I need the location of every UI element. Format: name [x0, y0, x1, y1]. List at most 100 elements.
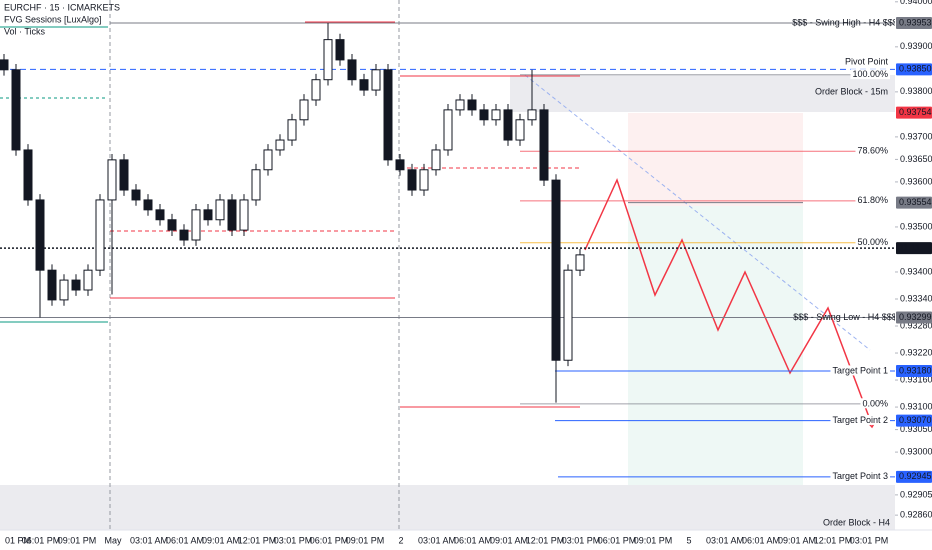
projection-path — [584, 177, 873, 426]
fib-label: 0.00% — [862, 398, 888, 408]
candle-body — [239, 199, 249, 231]
level-label: $$$ - Swing Low - H4 $$$ — [793, 312, 897, 322]
price-badge-label: 11:11 — [899, 242, 920, 252]
candle-body — [383, 69, 393, 161]
indicator-label: FVG Sessions [LuxAlgo] — [4, 14, 102, 24]
level-label-bg — [830, 414, 890, 425]
level-label: $$$ - Swing High - H4 $$$ — [792, 17, 898, 27]
y-tick-label: 0.92860 — [900, 510, 932, 520]
fib-label: 61.80% — [857, 195, 888, 205]
x-tick-label: 06:01 AM — [454, 535, 492, 545]
reward-zone — [628, 206, 803, 485]
y-tick-label: 0.93400 — [900, 266, 932, 276]
candle-body — [527, 109, 537, 121]
x-tick-label: 06:01 AM — [166, 535, 204, 545]
y-tick-label: 0.93280 — [900, 320, 932, 330]
price-badge — [896, 63, 932, 76]
price-badge-label: 0.93299 — [899, 312, 932, 322]
price-badge — [896, 311, 932, 324]
candle-body — [119, 159, 129, 191]
level-label: Target Point 3 — [832, 471, 888, 481]
candle-body — [299, 99, 309, 121]
candle-body — [347, 59, 357, 81]
x-tick-label: 12:01 PM — [526, 535, 565, 545]
price-badge-label: 0.93754 — [899, 107, 932, 117]
fib-label: 50.00% — [857, 237, 888, 247]
y-tick-label: 0.93050 — [900, 424, 932, 434]
x-tick-label: 09:01 AM — [202, 535, 240, 545]
y-tick-label: 0.93700 — [900, 131, 932, 141]
price-badge-label: 0.93554 — [899, 197, 932, 207]
candle-body — [335, 39, 345, 61]
y-tick-label: 0.94000 — [900, 0, 932, 6]
candle-body — [323, 39, 333, 81]
price-badge-label: 0.93953 — [899, 17, 932, 27]
candle-body — [503, 109, 513, 141]
zone-label: Order Block - 15m — [815, 86, 888, 96]
candle-body — [191, 209, 201, 241]
price-axis — [895, 0, 932, 550]
price-badge — [896, 196, 932, 209]
price-badge — [896, 470, 932, 483]
candle-body — [251, 169, 261, 201]
candle-body — [59, 279, 69, 301]
fib-label-bg — [855, 237, 890, 248]
candle-body — [395, 159, 405, 171]
x-tick-label: 12:01 PM — [238, 535, 277, 545]
y-tick-label: 0.93160 — [900, 374, 932, 384]
x-tick-label: 03:01 AM — [130, 535, 168, 545]
x-tick-label: 03:01 PM — [850, 535, 889, 545]
price-badge — [896, 106, 932, 119]
y-tick-label: 0.93650 — [900, 154, 932, 164]
x-tick-label: 03:01 AM — [706, 535, 744, 545]
candle-body — [95, 199, 105, 271]
x-tick-label: 06:01 PM — [598, 535, 637, 545]
candle-body — [71, 279, 81, 291]
candle-body — [539, 109, 549, 181]
candle-body — [83, 269, 93, 291]
x-tick-label: 5 — [686, 535, 691, 545]
candle-body — [563, 269, 573, 361]
x-tick-label: 12:01 PM — [814, 535, 853, 545]
level-label: Target Point 2 — [832, 415, 888, 425]
candle-body — [203, 209, 213, 221]
level-label: Target Point 1 — [832, 365, 888, 375]
y-tick-label: 0.93500 — [900, 221, 932, 231]
level-label-bg — [830, 471, 890, 482]
y-tick-label: 0.93100 — [900, 401, 932, 411]
price-badge-label: 0.93070 — [899, 415, 932, 425]
x-tick-label: 03:01 PM — [274, 535, 313, 545]
y-tick-label: 0.93600 — [900, 176, 932, 186]
price-badge — [896, 365, 932, 378]
fib-label-bg — [855, 145, 890, 156]
fib-label: 78.60% — [857, 146, 888, 156]
x-tick-label: 09:01 PM — [58, 535, 97, 545]
price-badge-label: 0.93180 — [899, 365, 932, 375]
level-label-bg — [830, 365, 890, 376]
candle-body — [407, 169, 417, 191]
candle-body — [215, 199, 225, 221]
candle-body — [275, 139, 285, 151]
candle-body — [479, 109, 489, 121]
risk-zone — [628, 113, 803, 206]
order-block-15m-zone — [510, 75, 895, 112]
candle-body — [467, 99, 477, 111]
price-badge-label: 0.93850 — [899, 64, 932, 74]
candle-body — [443, 109, 453, 151]
symbol-title: EURCHF · 15 · ICMARKETS — [4, 2, 120, 12]
candle-body — [515, 119, 525, 141]
y-tick-label: 0.93340 — [900, 293, 932, 303]
x-tick-label: 09:01 AM — [778, 535, 816, 545]
candle-body — [11, 69, 21, 151]
candle-body — [311, 79, 321, 101]
candle-body — [131, 189, 141, 201]
x-tick-label: 09:01 AM — [490, 535, 528, 545]
price-badge — [896, 242, 932, 255]
order-block-h4-zone — [0, 485, 895, 530]
fib-label-bg — [855, 195, 890, 206]
candle-body — [359, 79, 369, 91]
x-tick-label: 2 — [398, 535, 403, 545]
price-badge — [896, 414, 932, 427]
candle-body — [431, 149, 441, 171]
